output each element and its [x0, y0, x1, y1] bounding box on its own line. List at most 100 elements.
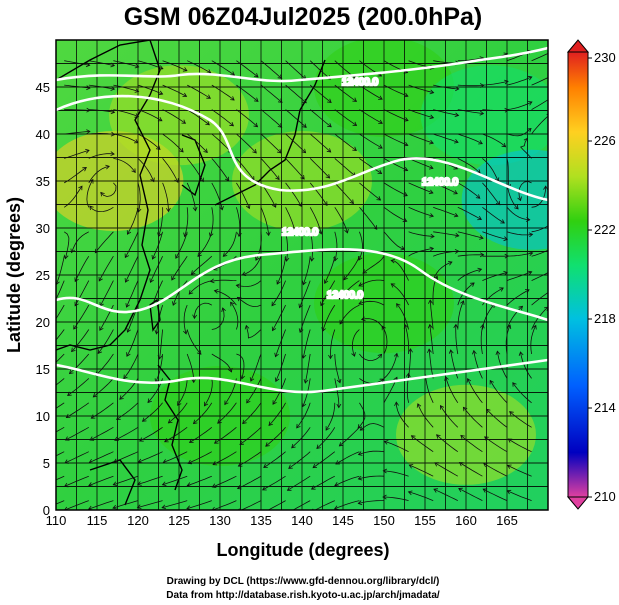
streamline-arrow — [454, 139, 459, 144]
streamline — [408, 109, 434, 119]
streamline-arrow — [263, 463, 268, 468]
streamline — [309, 60, 331, 80]
streamline — [424, 374, 434, 403]
streamline — [224, 378, 237, 405]
streamline-arrow — [110, 109, 116, 115]
streamline-arrow — [86, 107, 91, 113]
streamline — [507, 490, 532, 501]
streamline-arrow — [503, 236, 509, 242]
streamline-arrow — [499, 287, 504, 292]
streamline-arrow — [430, 233, 435, 239]
streamline — [113, 158, 136, 173]
streamline-arrow — [298, 303, 303, 309]
streamline — [162, 500, 188, 509]
streamline-arrow — [453, 323, 459, 329]
streamline-arrow — [316, 444, 321, 450]
streamline — [89, 426, 114, 441]
streamline — [383, 231, 405, 250]
streamline — [334, 353, 341, 383]
streamline-arrow — [217, 419, 222, 424]
streamline — [531, 115, 548, 135]
streamline-arrow — [112, 481, 118, 486]
streamline — [123, 353, 139, 379]
streamline — [508, 438, 532, 453]
streamline-arrow — [477, 267, 483, 273]
streamline — [268, 402, 286, 426]
streamline-arrow — [188, 438, 194, 443]
streamline — [95, 353, 114, 376]
streamline-arrow — [190, 270, 196, 275]
streamline — [56, 402, 65, 409]
streamline — [223, 231, 237, 257]
streamline — [88, 60, 115, 66]
streamline — [73, 304, 90, 330]
streamline-arrow — [99, 326, 104, 331]
y-axis-label: Latitude (degrees) — [4, 197, 24, 353]
streamline-arrow — [495, 200, 501, 206]
contour-label: 12400.0 — [422, 177, 459, 188]
streamline — [163, 451, 188, 463]
streamline — [459, 462, 483, 477]
streamline — [506, 101, 533, 110]
streamline — [187, 475, 212, 486]
streamline — [381, 325, 388, 355]
streamline — [314, 500, 335, 510]
streamline-arrow — [191, 378, 197, 384]
streamline — [275, 353, 286, 382]
streamline — [137, 133, 161, 150]
streamline — [334, 133, 357, 151]
streamline — [285, 133, 306, 153]
streamline — [98, 255, 114, 282]
streamline-arrow — [137, 481, 142, 486]
streamline — [316, 427, 336, 449]
streamline — [230, 302, 239, 330]
streamline-arrow — [440, 404, 445, 410]
streamline-arrow — [52, 303, 56, 307]
streamline — [408, 348, 411, 379]
contour-label: 12400.0 — [342, 77, 379, 88]
streamline — [211, 307, 225, 330]
streamline-arrow — [428, 189, 434, 195]
streamline — [113, 475, 139, 486]
streamline — [320, 280, 336, 306]
streamline — [383, 158, 408, 171]
streamline — [184, 207, 189, 237]
height-contours: 12400.0 12400.0 12400.0 12400.0 — [56, 46, 548, 394]
streamline — [69, 353, 90, 374]
streamline — [187, 84, 211, 99]
streamline — [520, 351, 532, 379]
streamline — [212, 451, 237, 465]
streamline-arrow — [236, 296, 242, 302]
streamline — [236, 60, 259, 78]
streamline-arrow — [358, 282, 364, 287]
streamline-arrow — [73, 325, 78, 330]
streamline — [56, 426, 65, 433]
streamline-arrow — [155, 145, 161, 150]
streamline-arrow — [82, 167, 87, 172]
streamline — [359, 353, 382, 361]
streamline-arrow — [94, 248, 100, 254]
streamline-arrow — [523, 137, 528, 143]
streamline-arrow — [236, 485, 242, 490]
streamline — [113, 60, 139, 68]
streamline — [383, 206, 407, 222]
streamline-arrow — [372, 225, 378, 230]
streamline-arrow — [338, 295, 344, 300]
streamline — [186, 158, 204, 182]
streamline-arrow — [338, 442, 344, 447]
streamline-arrow — [336, 403, 342, 409]
streamline-arrow — [67, 391, 72, 396]
streamline — [212, 475, 237, 488]
streamline — [359, 133, 383, 149]
streamline — [408, 206, 434, 217]
streamline-arrow — [551, 269, 555, 273]
streamline-arrow — [222, 252, 228, 257]
streamline — [211, 500, 237, 510]
streamline — [142, 402, 163, 422]
streamline-arrow — [514, 204, 519, 210]
streamline — [334, 182, 354, 204]
streamline-arrow — [206, 94, 211, 99]
streamline — [507, 464, 532, 477]
streamline — [489, 380, 508, 404]
streamline — [238, 451, 262, 467]
